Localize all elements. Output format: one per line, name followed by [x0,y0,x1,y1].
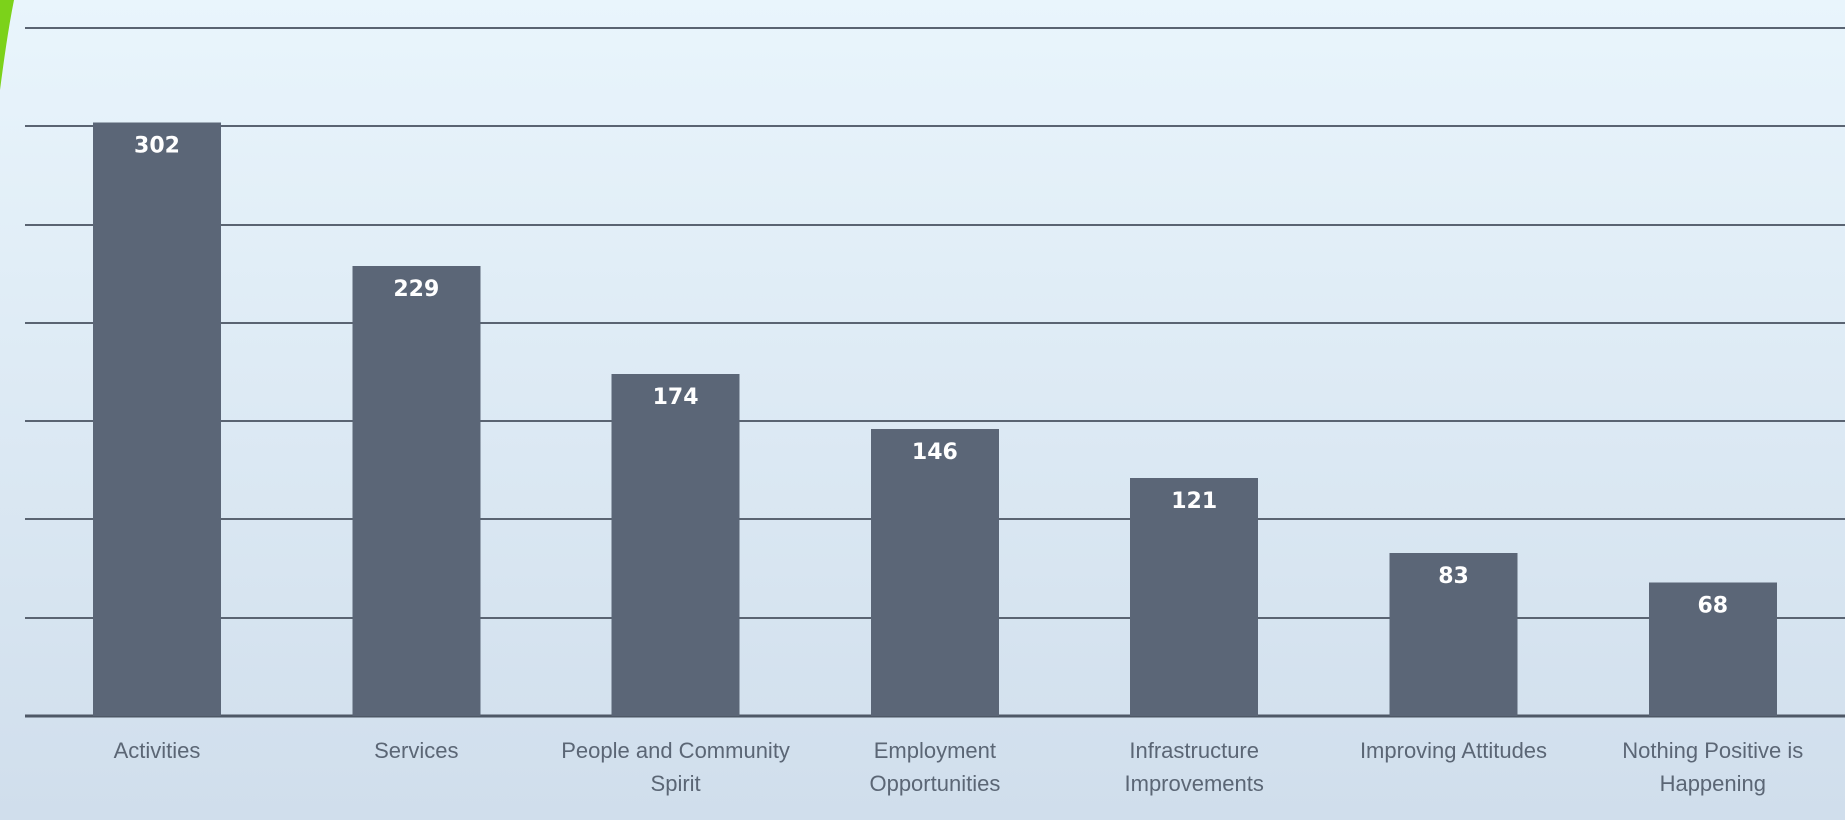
category-label-line: Employment [874,738,996,763]
category-label-line: People and Community [561,738,790,763]
category-label-line: Happening [1660,771,1766,796]
bar-value-label: 68 [1697,593,1728,618]
bar-people-and-community-spirit [611,374,740,716]
bar-employment-opportunities [870,429,999,716]
gridlines [25,27,1845,718]
bar-value-label: 174 [653,385,699,410]
category-label-line: Nothing Positive is [1622,738,1803,763]
category-label-line: Improvements [1125,771,1264,796]
bar-improving-attitudes [1389,552,1518,716]
bar-value-label: 83 [1438,564,1469,589]
bar-nothing-positive-is-happening [1648,582,1777,716]
category-label-line: Services [374,738,458,763]
category-label: Employment Opportunities [869,738,1000,796]
category-label-line: Opportunities [869,771,1000,796]
bar-services [352,265,481,716]
bar-value-label: 302 [134,133,180,158]
category-label: Nothing Positive is Happening [1622,738,1803,796]
category-label-line: Spirit [651,771,701,796]
bar-infrastructure-improvements [1130,478,1259,716]
corner-accent [0,0,14,90]
category-label: People and Community Spirit [561,738,790,796]
category-label-line: Infrastructure [1129,738,1259,763]
bar-value-label: 146 [912,440,958,465]
category-label: Infrastructure Improvements [1125,738,1264,796]
category-label: Improving Attitudes [1360,738,1547,763]
category-label: Activities [114,738,201,763]
bar-value-label: 229 [393,277,439,302]
category-label-line: Activities [114,738,201,763]
category-labels: Activities Services People and Community Sp… [114,738,1804,796]
bar-value-label: 121 [1171,489,1217,514]
category-label-line: Improving Attitudes [1360,738,1547,763]
category-label: Services [374,738,458,763]
bar-activities [93,122,221,716]
bars: 302 229 174 146 121 83 68 [93,122,1777,716]
